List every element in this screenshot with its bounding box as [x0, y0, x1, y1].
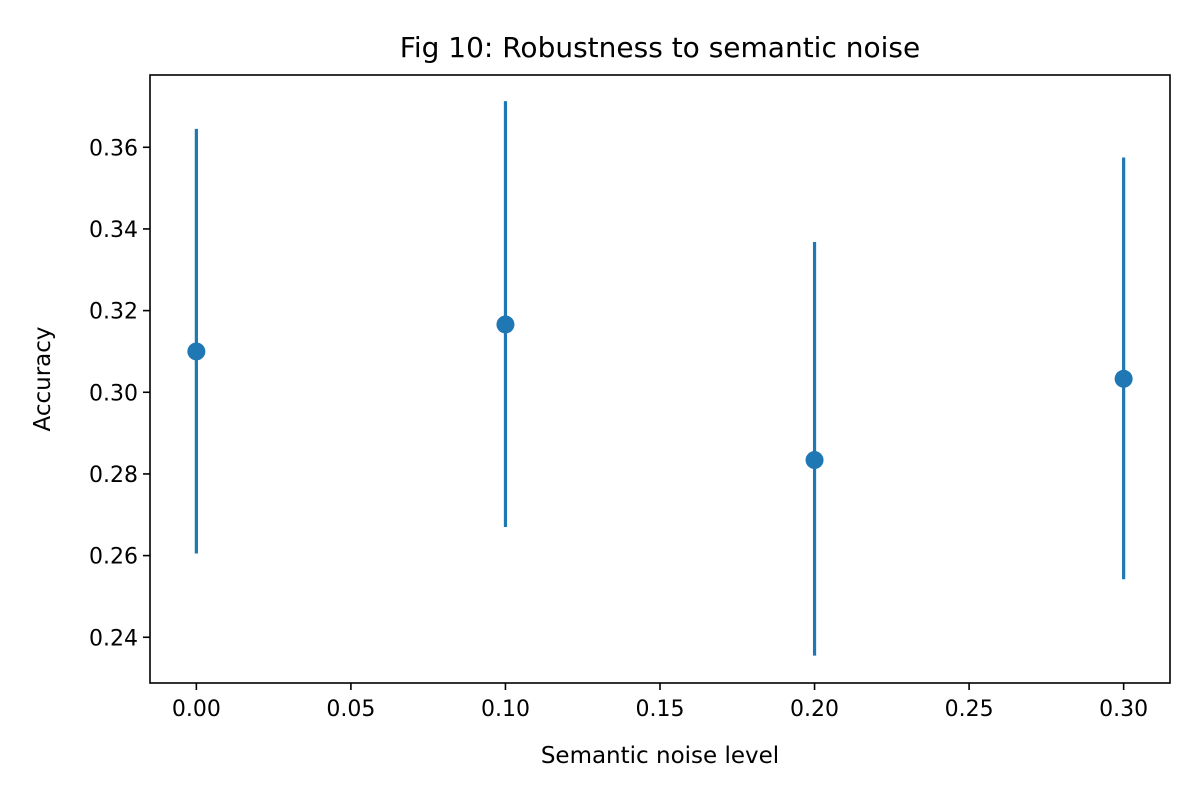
y-axis-label: Accuracy [30, 326, 56, 431]
y-tick-label: 0.36 [89, 136, 138, 161]
chart-title: Fig 10: Robustness to semantic noise [400, 31, 920, 64]
x-tick-label: 0.20 [790, 697, 839, 722]
x-tick-label: 0.25 [945, 697, 994, 722]
plot-area [150, 75, 1170, 683]
data-marks [187, 101, 1133, 656]
x-tick-label: 0.15 [636, 697, 685, 722]
data-point [1114, 369, 1133, 388]
data-point [805, 451, 824, 470]
data-point [187, 342, 206, 361]
y-tick-label: 0.26 [89, 545, 138, 570]
y-axis: 0.24 0.26 0.28 0.30 0.32 0.34 0.36 [89, 136, 150, 651]
x-tick-label: 0.05 [326, 697, 375, 722]
y-tick-label: 0.30 [89, 381, 138, 406]
y-tick-label: 0.24 [89, 626, 138, 651]
y-tick-label: 0.34 [89, 218, 138, 243]
y-tick-label: 0.32 [89, 300, 138, 325]
plot-frame [149, 74, 1171, 684]
x-axis: 0.00 0.05 0.10 0.15 0.20 0.25 0.30 [172, 683, 1148, 722]
x-tick-label: 0.00 [172, 697, 221, 722]
y-tick-label: 0.28 [89, 463, 138, 488]
x-axis-label: Semantic noise level [541, 743, 779, 769]
x-tick-label: 0.30 [1099, 697, 1148, 722]
data-point [496, 315, 515, 334]
x-tick-label: 0.10 [481, 697, 530, 722]
